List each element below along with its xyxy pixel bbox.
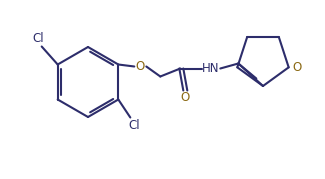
Text: HN: HN bbox=[202, 62, 219, 75]
Text: Cl: Cl bbox=[32, 32, 44, 45]
Text: Cl: Cl bbox=[128, 119, 140, 132]
Text: O: O bbox=[136, 60, 145, 73]
Text: O: O bbox=[181, 91, 190, 104]
Text: O: O bbox=[292, 61, 301, 74]
